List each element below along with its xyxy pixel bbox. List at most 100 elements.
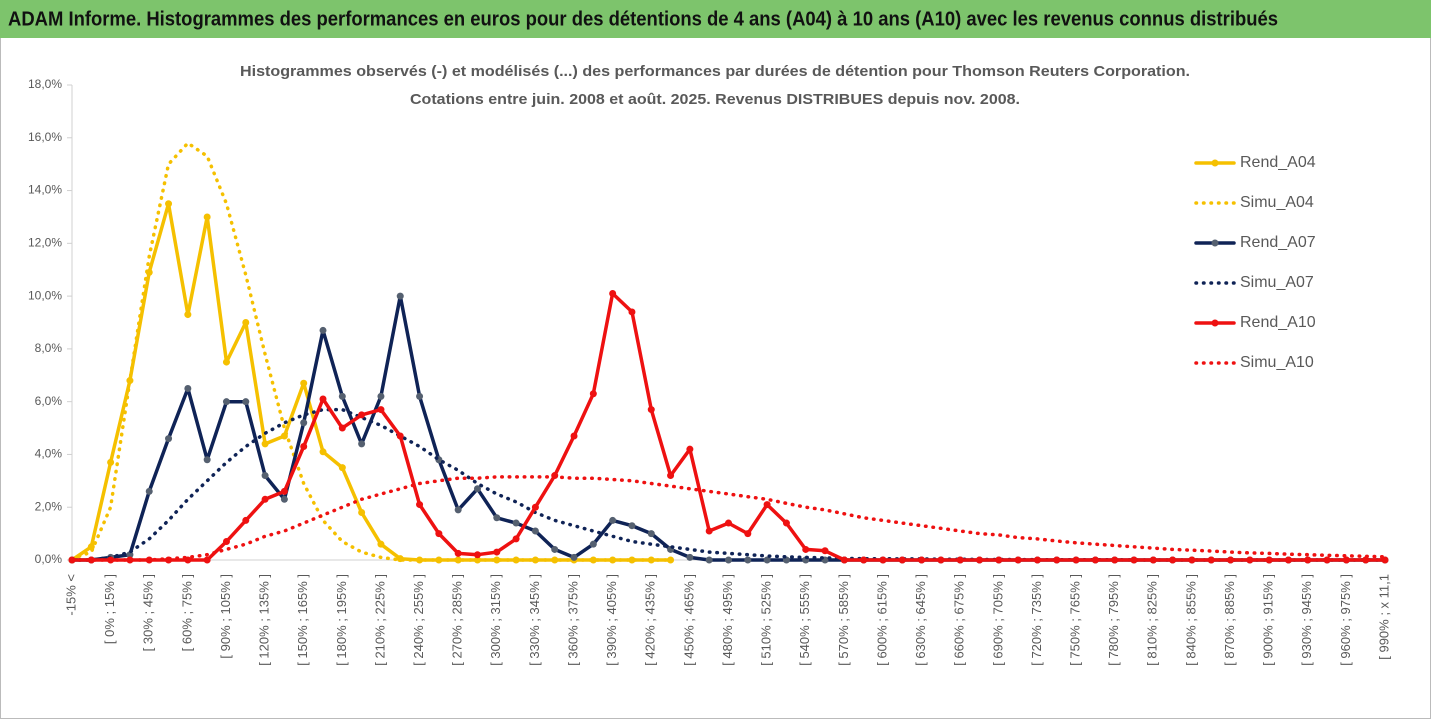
marker	[222, 398, 230, 406]
marker	[416, 501, 424, 509]
marker	[435, 530, 443, 538]
marker	[763, 556, 771, 564]
marker	[918, 556, 926, 564]
marker	[531, 556, 539, 564]
marker	[976, 556, 984, 564]
x-tick-label: [ 270% ; 285% ]	[450, 574, 465, 666]
marker	[937, 556, 945, 564]
marker	[222, 538, 230, 546]
y-tick-label: 18,0%	[28, 77, 62, 91]
marker	[1091, 556, 1099, 564]
marker	[744, 556, 752, 564]
legend-label: Rend_A04	[1240, 154, 1316, 171]
marker	[126, 556, 134, 564]
marker	[203, 456, 211, 464]
marker	[319, 326, 327, 334]
marker	[454, 556, 462, 564]
x-tick-label: [ 30% ; 45% ]	[141, 574, 156, 651]
marker	[1246, 556, 1254, 564]
marker	[396, 432, 404, 440]
marker	[667, 472, 675, 480]
marker	[782, 519, 790, 527]
marker	[647, 530, 655, 538]
legend-label: Simu_A07	[1240, 274, 1314, 291]
marker	[744, 530, 752, 538]
marker	[377, 540, 385, 548]
x-tick-label: [ 210% ; 225% ]	[372, 574, 387, 666]
marker	[1072, 556, 1080, 564]
x-tick-label: -15% <	[63, 574, 78, 616]
marker	[1149, 556, 1157, 564]
marker	[107, 458, 115, 466]
marker	[1130, 556, 1138, 564]
chart-subtitle: Cotations entre juin. 2008 et août. 2025…	[410, 91, 1020, 108]
y-tick-label: 14,0%	[28, 183, 62, 197]
x-tick-label: [ 570% ; 585% ]	[836, 574, 851, 666]
x-tick-label: [ 120% ; 135% ]	[257, 574, 272, 666]
marker	[454, 506, 462, 514]
marker	[725, 519, 732, 527]
x-tick-label: [ 180% ; 195% ]	[334, 574, 349, 666]
marker	[725, 556, 732, 564]
marker	[1014, 556, 1022, 564]
x-tick-label: [ 300% ; 315% ]	[488, 574, 503, 666]
marker	[531, 503, 539, 511]
marker	[184, 311, 192, 319]
marker	[1169, 556, 1177, 564]
marker	[1284, 556, 1292, 564]
marker	[1053, 556, 1061, 564]
marker	[242, 398, 250, 406]
marker	[609, 289, 617, 297]
marker	[570, 432, 578, 440]
marker	[763, 501, 771, 509]
x-tick-label: [ 600% ; 615% ]	[874, 574, 889, 666]
marker	[165, 435, 173, 443]
marker	[242, 319, 250, 326]
marker	[358, 509, 366, 516]
marker	[261, 472, 269, 480]
x-tick-label: [ 360% ; 375% ]	[565, 574, 580, 666]
legend-label: Rend_A07	[1240, 234, 1316, 251]
marker	[261, 440, 269, 448]
marker	[377, 392, 385, 400]
marker	[609, 516, 617, 524]
y-tick-label: 12,0%	[28, 236, 62, 250]
marker	[184, 384, 192, 392]
marker	[840, 556, 848, 564]
marker	[87, 556, 95, 564]
marker	[512, 535, 520, 543]
x-tick-label: [ 90% ; 105% ]	[218, 574, 233, 659]
dotted-line	[70, 141, 673, 562]
marker	[628, 522, 636, 530]
x-tick-label: [ 0% ; 15% ]	[102, 574, 117, 644]
marker	[1227, 556, 1235, 564]
marker	[589, 390, 597, 398]
x-tick-label: [ 720% ; 735% ]	[1029, 574, 1044, 666]
marker	[280, 495, 288, 503]
marker	[667, 556, 675, 564]
marker	[1111, 556, 1119, 564]
marker	[860, 556, 868, 564]
dotted-line	[70, 475, 1387, 562]
y-tick-label: 0,0%	[35, 552, 63, 566]
marker	[570, 553, 578, 561]
x-tick-label: [ 900% ; 915% ]	[1261, 574, 1276, 666]
marker	[589, 556, 597, 564]
x-tick-label: [ 810% ; 825% ]	[1145, 574, 1160, 666]
header-title: ADAM Informe. Histogrammes des performan…	[8, 8, 1278, 30]
marker	[358, 440, 366, 448]
x-tick-label: [ 990% ; x 11,1	[1376, 574, 1391, 660]
x-tick-label: [ 330% ; 345% ]	[527, 574, 542, 666]
marker	[589, 540, 597, 548]
marker	[473, 551, 481, 559]
x-tick-label: [ 660% ; 675% ]	[952, 574, 967, 666]
x-tick-label: [ 960% ; 975% ]	[1338, 574, 1353, 666]
chart-title: Histogrammes observés (-) et modélisés (…	[240, 63, 1190, 80]
marker	[1323, 556, 1331, 564]
x-tick-label: [ 870% ; 885% ]	[1222, 574, 1237, 666]
marker	[338, 392, 346, 400]
y-tick-label: 16,0%	[28, 130, 62, 144]
marker	[493, 514, 501, 522]
x-tick-label: [ 150% ; 165% ]	[295, 574, 310, 666]
